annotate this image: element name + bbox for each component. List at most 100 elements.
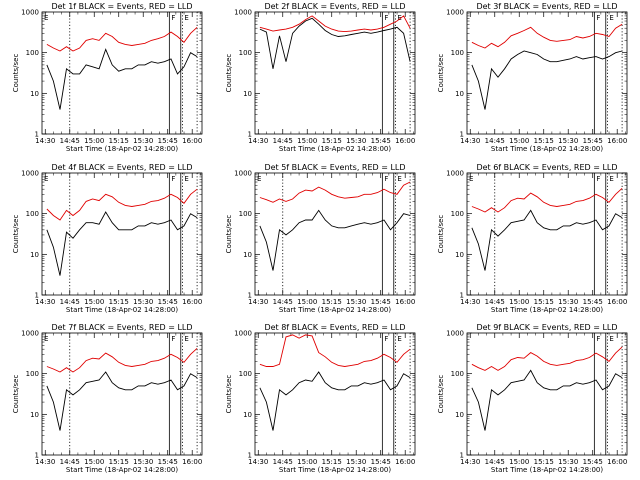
marker-label: E — [609, 175, 613, 183]
x-tick-label: 15:15 — [109, 298, 129, 306]
events-series-line — [471, 50, 623, 110]
x-tick-label: 15:15 — [534, 458, 554, 466]
x-tick-label: 15:00 — [297, 458, 317, 466]
x-tick-label: 16:00 — [607, 298, 627, 306]
x-tick-label: 15:45 — [158, 298, 178, 306]
y-axis-label: Counts/sec — [437, 54, 445, 93]
lld-series-line — [259, 334, 411, 367]
y-tick-label: 1000 — [446, 170, 464, 178]
y-tick-label: 1 — [35, 292, 39, 300]
marker-label: F — [171, 335, 175, 343]
x-tick-label: 15:45 — [158, 458, 178, 466]
y-tick-label: 100 — [26, 210, 39, 218]
y-tick-label: 1 — [460, 292, 464, 300]
y-tick-label: 10 — [455, 251, 464, 259]
y-tick-label: 10 — [30, 251, 39, 259]
y-tick-label: 1000 — [446, 330, 464, 338]
x-tick-label: 14:45 — [60, 458, 80, 466]
marker-label: E — [397, 335, 401, 343]
x-tick-label: 15:00 — [509, 458, 529, 466]
panel-1: Det 1f BLACK = Events, RED = LLD 1 10 100 10… — [12, 2, 203, 153]
y-tick-label: 1000 — [446, 9, 464, 17]
lld-series-line — [471, 346, 623, 371]
y-tick-label: 100 — [239, 370, 252, 378]
y-tick-label: 1 — [248, 452, 252, 460]
lld-series-line — [471, 187, 623, 213]
x-tick-label: 15:30 — [558, 458, 578, 466]
plot-frame — [41, 172, 203, 296]
marker-label: F — [171, 175, 175, 183]
panel-title: Det 2f BLACK = Events, RED = LLD — [264, 2, 405, 11]
x-tick-label: 15:00 — [509, 137, 529, 145]
y-axis-label: Counts/sec — [12, 54, 20, 93]
x-tick-label: 15:15 — [109, 137, 129, 145]
x-tick-label: 14:30 — [248, 298, 268, 306]
marker-label: F — [171, 14, 175, 22]
plot-frame — [254, 332, 416, 456]
events-series-line — [471, 209, 623, 271]
x-tick-label: 14:45 — [273, 458, 293, 466]
x-tick-label: 14:30 — [248, 137, 268, 145]
y-tick-label: 1 — [460, 131, 464, 139]
panel-8: Det 8f BLACK = Events, RED = LLD 1 10 100 10… — [225, 323, 416, 474]
x-tick-label: 16:00 — [607, 458, 627, 466]
lld-series-line — [259, 15, 411, 33]
x-tick-label: 15:30 — [558, 298, 578, 306]
x-tick-label: 14:45 — [485, 298, 505, 306]
panel-title: Det 1f BLACK = Events, RED = LLD — [51, 2, 192, 11]
marker-label: E — [257, 175, 261, 183]
x-tick-label: 15:30 — [133, 137, 153, 145]
x-tick-label: 15:15 — [534, 298, 554, 306]
lld-series-line — [46, 347, 198, 373]
x-tick-label: 15:15 — [322, 298, 342, 306]
marker-label: E — [397, 14, 401, 22]
events-series-line — [259, 209, 411, 271]
x-tick-label: 14:45 — [485, 137, 505, 145]
y-tick-label: 10 — [455, 90, 464, 98]
marker-label: E — [609, 335, 613, 343]
marker-label: E — [184, 335, 188, 343]
panel-title: Det 4f BLACK = Events, RED = LLD — [51, 163, 192, 172]
x-axis-label: Start Time (18-Apr-02 14:28:00) — [491, 466, 603, 474]
x-tick-label: 15:00 — [297, 298, 317, 306]
y-tick-label: 1000 — [21, 170, 39, 178]
events-series-line — [46, 371, 198, 431]
y-axis-label: Counts/sec — [12, 215, 20, 254]
x-tick-label: 15:30 — [133, 458, 153, 466]
panel-title: Det 9f BLACK = Events, RED = LLD — [476, 323, 617, 332]
panel-title: Det 8f BLACK = Events, RED = LLD — [264, 323, 405, 332]
x-tick-label: 15:00 — [84, 458, 104, 466]
y-axis-label: Counts/sec — [437, 375, 445, 414]
plot-frame — [466, 332, 628, 456]
y-tick-label: 1 — [35, 452, 39, 460]
plot-frame — [41, 332, 203, 456]
x-tick-label: 14:30 — [35, 298, 55, 306]
x-tick-label: 16:00 — [182, 298, 202, 306]
x-tick-label: 15:00 — [509, 298, 529, 306]
marker-label: F — [596, 335, 600, 343]
y-tick-label: 10 — [455, 411, 464, 419]
panel-7: Det 7f BLACK = Events, RED = LLD 1 10 100 10… — [12, 323, 203, 474]
x-axis-label: Start Time (18-Apr-02 14:28:00) — [66, 306, 178, 314]
plot-frame — [254, 172, 416, 296]
marker-label: E — [44, 335, 48, 343]
panel-9: Det 9f BLACK = Events, RED = LLD 1 10 100 10… — [437, 323, 628, 474]
lld-series-line — [259, 181, 411, 203]
y-tick-label: 100 — [451, 210, 464, 218]
y-tick-label: 100 — [451, 370, 464, 378]
marker-label: F — [384, 175, 388, 183]
marker-label: E — [469, 175, 473, 183]
y-axis-label: Counts/sec — [225, 375, 233, 414]
panel-6: Det 6f BLACK = Events, RED = LLD 1 10 100 10… — [437, 163, 628, 314]
x-tick-label: 15:45 — [158, 137, 178, 145]
x-axis-label: Start Time (18-Apr-02 14:28:00) — [279, 466, 391, 474]
y-axis-label: Counts/sec — [437, 215, 445, 254]
events-series-line — [46, 211, 198, 276]
panel-5: Det 5f BLACK = Events, RED = LLD 1 10 100 10… — [225, 163, 416, 314]
x-tick-label: 14:30 — [35, 458, 55, 466]
x-tick-label: 15:45 — [583, 298, 603, 306]
lld-series-line — [471, 23, 623, 49]
x-axis-label: Start Time (18-Apr-02 14:28:00) — [491, 145, 603, 153]
x-tick-label: 15:30 — [558, 137, 578, 145]
y-tick-label: 1000 — [234, 170, 252, 178]
